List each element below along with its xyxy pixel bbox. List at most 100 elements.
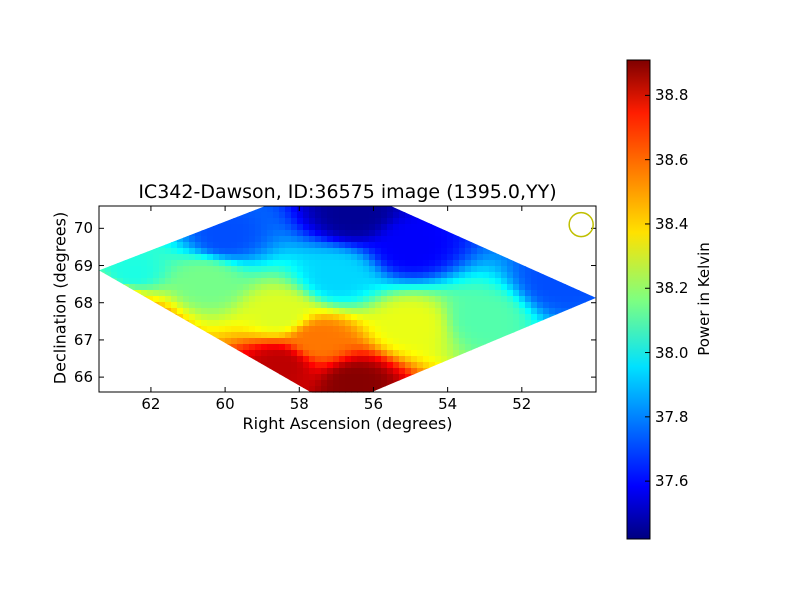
heatmap-cell [483, 320, 490, 327]
heatmap-cell [351, 356, 358, 363]
heatmap-cell [273, 224, 280, 231]
heatmap-cell [255, 320, 262, 327]
heatmap-cell [435, 284, 442, 291]
heatmap-cell [333, 278, 340, 285]
heatmap-cell [351, 266, 358, 273]
heatmap-cell [405, 290, 412, 297]
heatmap-cell [261, 350, 268, 357]
heatmap-cell [453, 248, 460, 255]
heatmap-cell [465, 212, 472, 219]
x-axis-label: Right Ascension (degrees) [242, 414, 453, 433]
heatmap-cell [135, 290, 142, 297]
heatmap-cell [291, 302, 298, 309]
heatmap-cell [513, 236, 520, 243]
heatmap-cell [249, 284, 256, 291]
heatmap-cell [435, 254, 442, 261]
heatmap-cell [201, 290, 208, 297]
heatmap-cell [357, 236, 364, 243]
heatmap-cell [99, 296, 106, 303]
heatmap-cell [459, 278, 466, 285]
heatmap-cell [111, 326, 118, 333]
heatmap-cell [399, 344, 406, 351]
heatmap-cell [273, 380, 280, 387]
heatmap-cell [519, 230, 526, 237]
heatmap-cell [501, 230, 508, 237]
heatmap-cell [129, 224, 136, 231]
heatmap-cell [543, 218, 550, 225]
heatmap-cell [231, 230, 238, 237]
heatmap-cell [357, 218, 364, 225]
heatmap-cell [429, 320, 436, 327]
heatmap-cell [573, 272, 580, 279]
heatmap-cell [303, 260, 310, 267]
heatmap-cell [531, 260, 538, 267]
heatmap-cell [363, 386, 370, 393]
heatmap-cell [141, 236, 148, 243]
heatmap-cell [225, 362, 232, 369]
heatmap-cell [363, 272, 370, 279]
heatmap-cell [435, 272, 442, 279]
heatmap-cell [423, 206, 430, 213]
heatmap-cell [267, 284, 274, 291]
heatmap-cell [591, 308, 596, 315]
heatmap-cell [237, 224, 244, 231]
heatmap-cell [111, 290, 118, 297]
heatmap-cell [315, 296, 322, 303]
heatmap-cell [297, 260, 304, 267]
heatmap-cell [555, 356, 562, 363]
heatmap-cell [381, 290, 388, 297]
heatmap-cell [549, 338, 556, 345]
heatmap-cell [357, 314, 364, 321]
heatmap-cell [555, 278, 562, 285]
heatmap-cell [195, 266, 202, 273]
heatmap-cell [207, 338, 214, 345]
heatmap-cell [153, 302, 160, 309]
heatmap-cell [123, 242, 130, 249]
heatmap-cell [135, 350, 142, 357]
heatmap-cell [525, 230, 532, 237]
heatmap-cell [561, 272, 568, 279]
heatmap-cell [141, 308, 148, 315]
heatmap-cell [555, 218, 562, 225]
heatmap-cell [519, 368, 526, 375]
heatmap-cell [393, 266, 400, 273]
heatmap-cell [297, 314, 304, 321]
heatmap-cell [231, 272, 238, 279]
heatmap-cell [471, 266, 478, 273]
heatmap-cell [141, 224, 148, 231]
heatmap-cell [459, 380, 466, 387]
heatmap-cell [561, 362, 568, 369]
heatmap-cell [399, 314, 406, 321]
heatmap-cell [495, 212, 502, 219]
heatmap-cell [225, 368, 232, 375]
heatmap-cell [495, 296, 502, 303]
heatmap-cell [453, 344, 460, 351]
heatmap-cell [537, 374, 544, 381]
heatmap-cell [423, 242, 430, 249]
heatmap-cell [159, 224, 166, 231]
heatmap-field [99, 206, 596, 393]
heatmap-cell [291, 368, 298, 375]
heatmap-cell [507, 266, 514, 273]
heatmap-cell [573, 356, 580, 363]
heatmap-cell [351, 290, 358, 297]
heatmap-cell [105, 284, 112, 291]
heatmap-cell [327, 338, 334, 345]
heatmap-cell [513, 230, 520, 237]
heatmap-cell [99, 266, 106, 273]
heatmap-cell [579, 344, 586, 351]
heatmap-cell [501, 302, 508, 309]
heatmap-cell [429, 236, 436, 243]
heatmap-cell [429, 380, 436, 387]
heatmap-cell [483, 302, 490, 309]
heatmap-cell [435, 368, 442, 375]
heatmap-cell [507, 212, 514, 219]
heatmap-cell [549, 212, 556, 219]
heatmap-cell [219, 320, 226, 327]
heatmap-cell [177, 206, 184, 213]
heatmap-cell [477, 350, 484, 357]
heatmap-cell [525, 350, 532, 357]
heatmap-cell [261, 230, 268, 237]
heatmap-cell [555, 212, 562, 219]
heatmap-cell [513, 320, 520, 327]
